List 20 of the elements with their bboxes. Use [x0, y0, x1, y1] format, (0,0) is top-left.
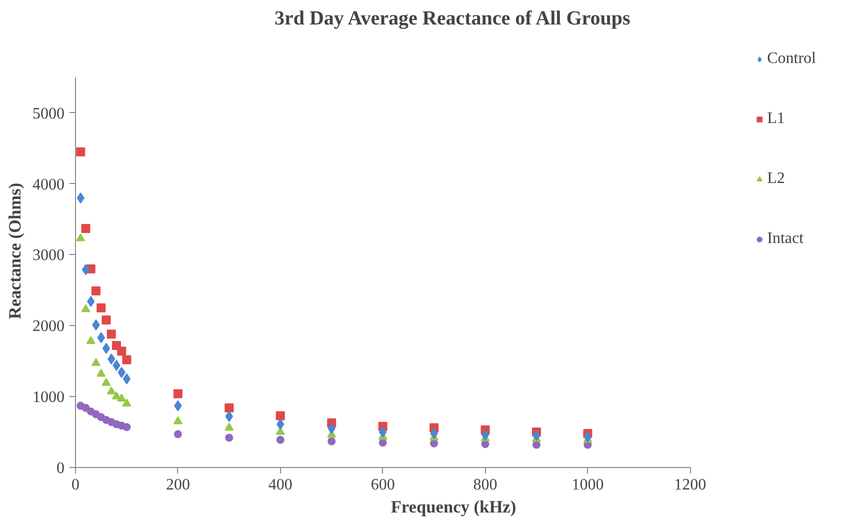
y-axis-title: Reactance (Ohms)	[6, 182, 24, 320]
legend-label: Intact	[767, 230, 804, 248]
x-tick-label: 0	[72, 476, 80, 494]
y-tick-label: 4000	[32, 176, 64, 194]
y-tick-label: 3000	[32, 247, 64, 264]
y-tick-label: 0	[56, 460, 64, 477]
legend-label: Control	[767, 50, 816, 68]
legend-label: L2	[767, 170, 786, 188]
x-tick-label: 1000	[572, 476, 604, 494]
chart-title: 3rd Day Average Reactance of All Groups	[274, 8, 631, 30]
x-tick-label: 800	[473, 476, 498, 494]
legend-label: L1	[767, 110, 786, 128]
y-tick-label: 1000	[32, 389, 64, 406]
x-tick-label: 400	[268, 476, 292, 494]
x-tick-label: 200	[166, 476, 190, 494]
y-tick-label: 5000	[32, 105, 64, 122]
x-axis-title: Frequency (kHz)	[390, 498, 516, 516]
x-tick-label: 1200	[674, 476, 706, 494]
x-tick-label: 600	[370, 476, 395, 494]
y-tick-label: 2000	[32, 318, 64, 336]
